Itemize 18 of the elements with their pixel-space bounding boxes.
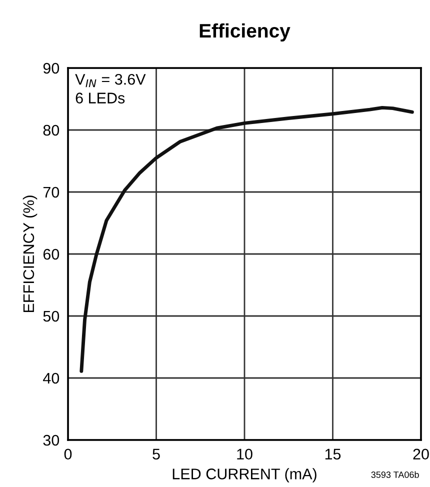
x-tick-label: 15 bbox=[325, 448, 341, 460]
y-tick-label: 90 bbox=[43, 62, 60, 74]
chart-title: Efficiency bbox=[200, 23, 290, 42]
y-axis-title: EFFICIENCY (%) bbox=[22, 196, 38, 312]
line-series bbox=[80, 106, 414, 373]
y-tick-label: 60 bbox=[43, 248, 60, 260]
x-tick-label: 5 bbox=[152, 448, 160, 460]
y-tick-label: 70 bbox=[43, 186, 60, 198]
x-tick-label: 20 bbox=[413, 448, 429, 460]
y-tick-label: 50 bbox=[43, 310, 60, 322]
y-tick-label: 40 bbox=[43, 372, 60, 384]
x-tick-label: 0 bbox=[64, 448, 72, 460]
x-tick-label: 10 bbox=[237, 448, 252, 460]
text: 3593 TA06b bbox=[371, 471, 419, 478]
annotation: V$_{IN}$ = 3.6V 6 LEDs bbox=[75, 74, 146, 104]
x-axis-title: LED CURRENT (mA) bbox=[172, 468, 316, 482]
y-tick-label: 30 bbox=[43, 434, 60, 446]
y-tick-label: 80 bbox=[43, 124, 60, 136]
